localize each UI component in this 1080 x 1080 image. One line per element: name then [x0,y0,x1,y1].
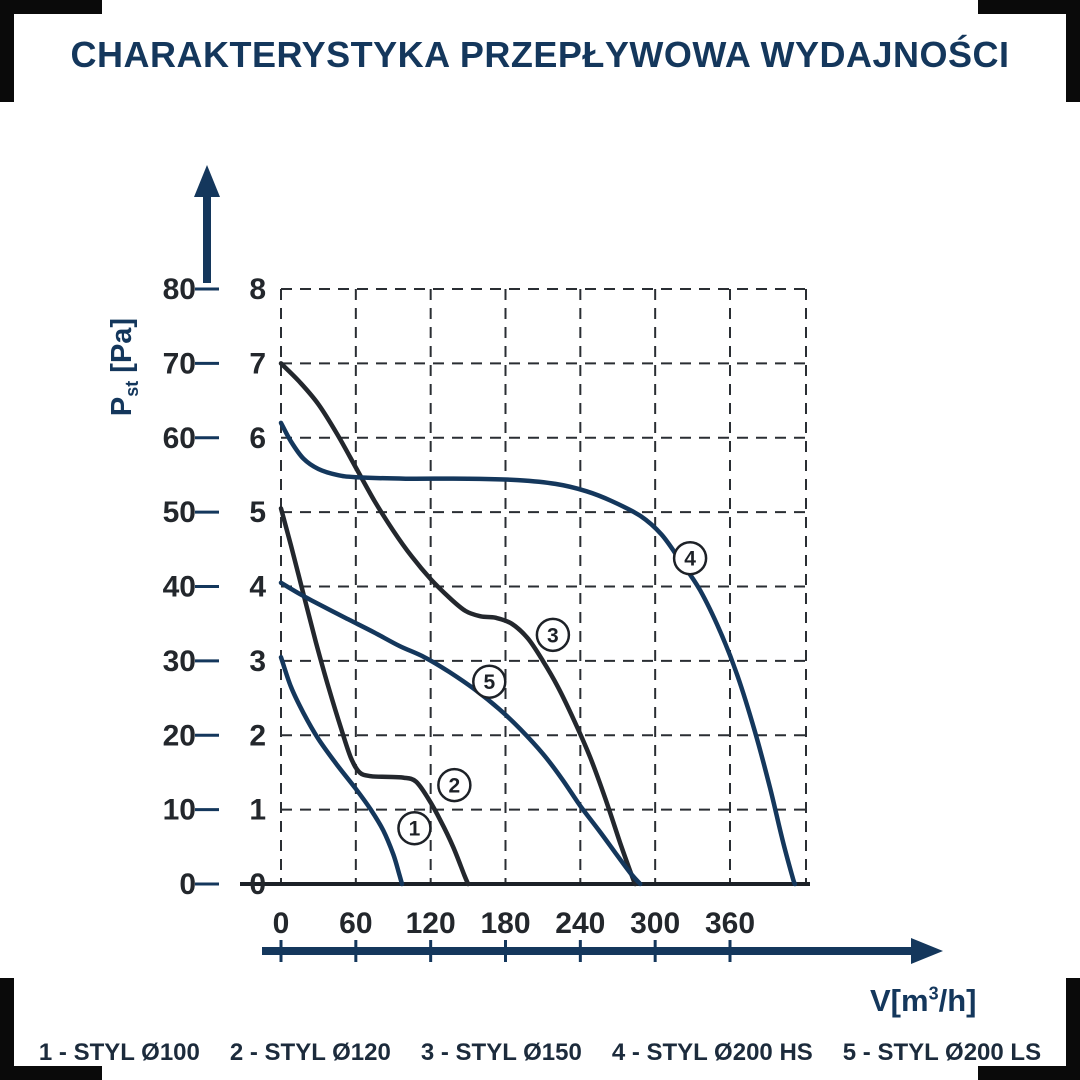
y-tick-label-inner: 4 [249,571,266,604]
curve-4 [278,420,798,887]
y-tick-label-inner: 8 [249,273,266,306]
y-tick-label-outer: 60 [163,422,196,455]
corner-mark-top-right [978,0,1080,102]
corner-mark-top-left [0,0,102,102]
curve-label-number-2: 2 [449,775,461,798]
curve-label-circle-5 [472,664,507,699]
y-tick-label-inner: 6 [249,422,266,455]
curve-label-circle-3 [535,617,571,653]
y-tick-label-outer: 40 [163,571,196,604]
curve-label-circle-1 [397,810,432,846]
y-tick-label-outer: 80 [163,273,196,306]
curve-5 [278,580,643,887]
y-axis-title: Pst [Pa] [100,267,144,467]
y-tick-label-outer: 10 [163,794,196,827]
corner-mark-bottom-left [0,978,102,1080]
x-axis-superscript: 3 [928,983,939,1004]
page-title: CHARAKTERYSTYKA PRZEPŁYWOWA WYDAJNOŚCI [70,34,1010,76]
x-axis-arrow-icon [911,938,943,964]
x-tick-label: 60 [339,907,372,940]
y-tick-label-inner: 0 [249,868,266,901]
curve-label-number-5: 5 [483,671,495,694]
y-tick-label-outer: 50 [163,496,196,529]
legend-item-1: 1 - STYL Ø100 [38,1039,200,1066]
legend-item-4: 4 - STYL Ø200 HS [611,1039,813,1066]
curve-label-circle-2 [437,767,472,803]
y-tick-label-outer: 70 [163,347,196,380]
x-tick-label: 180 [480,907,530,940]
legend: 1 - STYL Ø100 2 - STYL Ø120 3 - STYL Ø15… [0,1036,1080,1070]
curve-label-circle-4 [672,540,708,576]
y-axis-letter: P [106,396,138,417]
curve-2 [278,506,471,887]
y-axis-subscript: st [121,380,142,397]
y-tick-label-inner: 1 [249,794,266,827]
y-tick-label-inner: 2 [249,719,266,752]
curve-1 [278,654,405,887]
x-axis-pre: V[m [870,983,929,1018]
y-axis-arrow-icon [194,165,220,197]
y-axis-unit: [Pa] [106,317,138,373]
curve-label-number-1: 1 [409,818,421,841]
y-tick-label-outer: 30 [163,645,196,678]
x-tick-label: 300 [630,907,680,940]
curve-3 [278,361,638,887]
x-tick-label: 360 [705,907,755,940]
x-tick-label: 240 [555,907,605,940]
x-axis-post: /h] [938,983,977,1018]
x-tick-label: 120 [406,907,456,940]
x-axis-title: V[m3/h] [870,983,976,1019]
y-tick-label-outer: 20 [163,719,196,752]
y-tick-label-inner: 7 [249,347,266,380]
curve-label-number-3: 3 [547,624,559,647]
legend-item-3: 3 - STYL Ø150 [420,1039,582,1066]
legend-item-5: 5 - STYL Ø200 LS [842,1039,1042,1066]
x-tick-label: 0 [273,907,290,940]
corner-mark-bottom-right [978,978,1080,1080]
curve-label-number-4: 4 [684,548,696,571]
legend-item-2: 2 - STYL Ø120 [229,1039,391,1066]
y-tick-label-inner: 5 [249,496,266,529]
y-tick-label-outer: 0 [179,868,196,901]
y-tick-label-inner: 3 [249,645,266,678]
